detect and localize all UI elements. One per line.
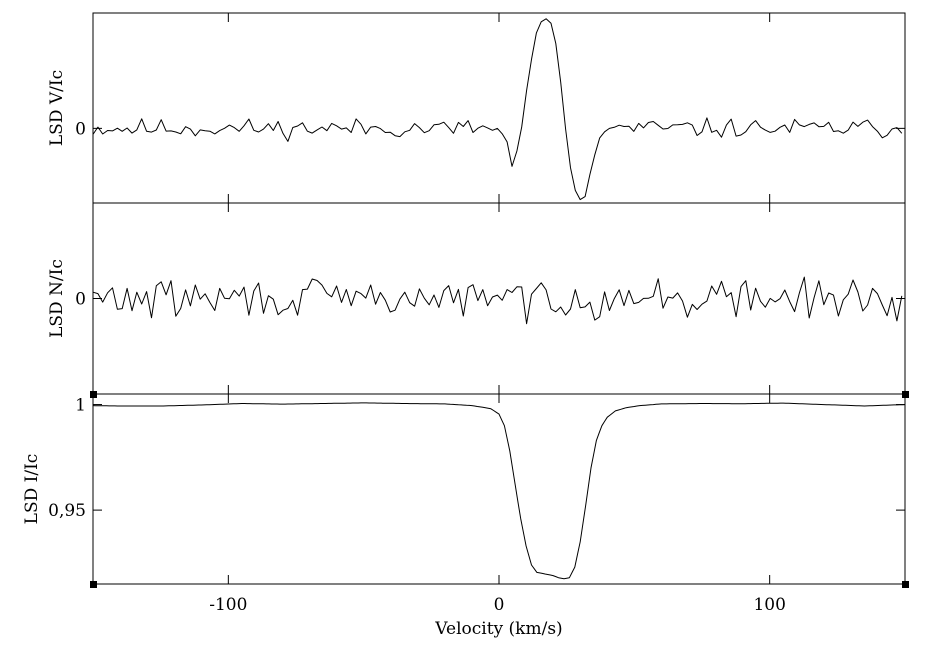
null-n-panel-frame [92,202,906,395]
null-n-ylabel: LSD N/Ic [47,259,67,338]
stokes-v-ylabel: LSD V/Ic [47,70,67,146]
labels: 0 LSD V/Ic 0 LSD N/Ic 1 0,95 LSD I/Ic -100 0 100 V… [22,70,786,639]
stokes-v-ytick-label: 0 [75,119,86,139]
stokes-v-panel-frame [92,12,906,204]
xtick-label: 100 [753,595,785,615]
panel-corner-handle [90,581,97,588]
stokes-i-ytick-label: 1 [75,396,86,416]
stokes-i-series-line [92,402,906,580]
ticks [93,13,905,584]
xtick-label: -100 [209,595,247,615]
panel-corner-handle [902,391,909,398]
panel-frames [90,12,909,588]
stokes-i-panel-frame [92,393,906,585]
stokes-v-series-line [92,18,903,201]
stokes-i-ylabel: LSD I/Ic [22,454,42,525]
null-n-ytick-label: 0 [75,290,86,310]
curves [92,18,906,580]
panel-corner-handle [902,581,909,588]
panel-corner-handle [90,391,97,398]
xlabel: Velocity (km/s) [434,619,562,639]
stokes-i-ytick-label: 0,95 [48,501,86,521]
xtick-label: 0 [494,595,505,615]
null-n-series-line [92,276,903,325]
